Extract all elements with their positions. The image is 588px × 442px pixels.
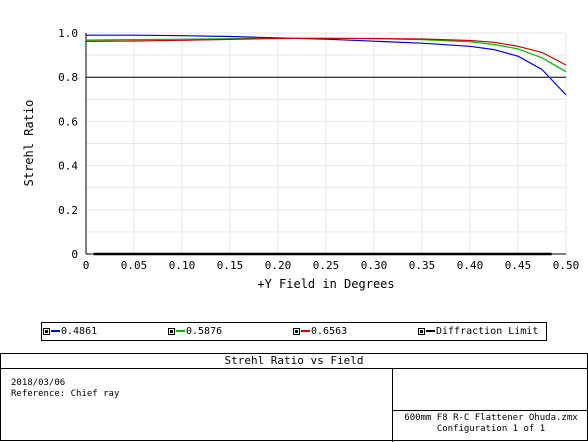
y-tick-label: 0.8 — [58, 71, 78, 84]
x-tick-label: 0.20 — [265, 259, 292, 272]
x-tick-label: 0.05 — [121, 259, 148, 272]
series-line-0.4861 — [86, 34, 567, 96]
info-title: Strehl Ratio vs Field — [1, 354, 587, 369]
info-filename: 600mm F8 R-C Flattener Ohuda.zmx — [404, 413, 578, 423]
info-details: 2018/03/06 Reference: Chief ray — [11, 378, 119, 400]
info-panel: Strehl Ratio vs Field 2018/03/06 Referen… — [0, 353, 588, 442]
x-tick-label: 0.45 — [505, 259, 532, 272]
x-tick-label: 0.50 — [553, 259, 580, 272]
checkbox-icon[interactable] — [168, 327, 175, 335]
x-tick-label: 0.15 — [217, 259, 244, 272]
legend-label: 0.5876 — [186, 326, 223, 337]
checkbox-icon[interactable] — [43, 327, 50, 335]
legend-item-0.6563[interactable]: 0.6563 — [293, 326, 347, 338]
info-configuration: Configuration 1 of 1 — [436, 424, 546, 434]
legend-item-0.5876[interactable]: 0.5876 — [168, 326, 222, 338]
legend-swatch — [301, 330, 310, 332]
x-tick-label: 0.10 — [169, 259, 196, 272]
legend-label: Diffraction Limit — [436, 326, 539, 337]
legend-swatch — [51, 330, 60, 332]
y-tick-label: 0.6 — [58, 115, 78, 128]
checkbox-icon[interactable] — [418, 327, 425, 335]
info-date: 2018/03/06 — [11, 378, 66, 388]
y-tick-label: 1.0 — [58, 27, 78, 40]
y-tick-label: 0 — [71, 248, 78, 261]
info-divider — [392, 368, 393, 442]
y-tick-label: 0.4 — [58, 160, 78, 173]
legend-swatch — [426, 330, 435, 332]
info-reference: Reference: Chief ray — [11, 389, 120, 399]
legend-swatch — [176, 330, 185, 332]
info-file: 600mm F8 R-C Flattener Ohuda.zmx Configu… — [393, 413, 588, 435]
info-divider-horizontal — [392, 410, 588, 411]
legend-item-diffraction-limit[interactable]: Diffraction Limit — [418, 326, 538, 338]
x-tick-label: 0.35 — [409, 259, 436, 272]
legend-label: 0.4861 — [61, 326, 98, 337]
legend: 0.4861 0.5876 0.6563 Diffraction Limit — [41, 322, 547, 341]
x-tick-label: 0.25 — [313, 259, 340, 272]
y-tick-label: 0.2 — [58, 204, 78, 217]
x-tick-label: 0.30 — [361, 259, 388, 272]
x-tick-label: 0 — [83, 259, 90, 272]
checkbox-icon[interactable] — [293, 327, 300, 335]
strehl-chart: 0 0.05 0.10 0.15 0.20 0.25 0.30 0.35 0.40 0.45 0.5… — [22, 27, 580, 291]
x-tick-label: 0.40 — [457, 259, 484, 272]
x-axis-label: +Y Field in Degrees — [257, 277, 394, 291]
legend-label: 0.6563 — [311, 326, 348, 337]
series-line-0.6563 — [85, 37, 567, 66]
y-axis-label: Strehl Ratio — [22, 100, 36, 187]
legend-item-0.4861[interactable]: 0.4861 — [43, 326, 97, 338]
